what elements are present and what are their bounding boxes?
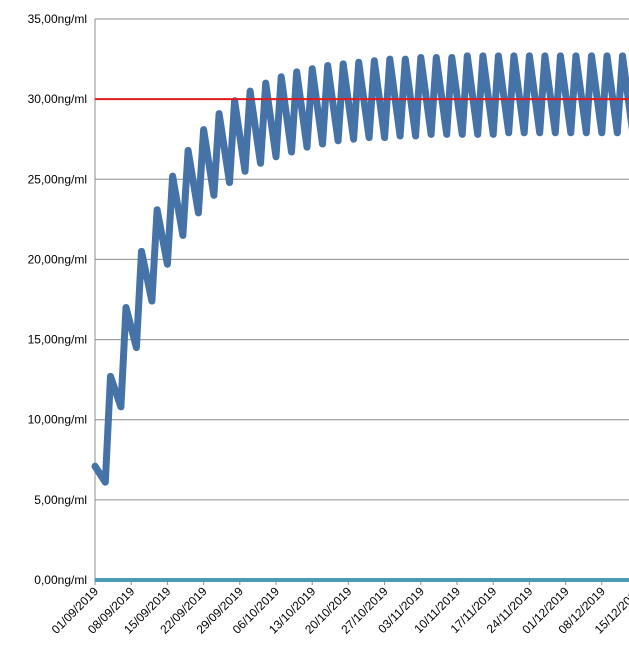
y-tick-label: 30,00ng/ml — [28, 92, 87, 106]
y-tick-label: 0,00ng/ml — [34, 573, 87, 587]
x-axis-tick-labels: 01/09/201908/09/201915/09/201922/09/2019… — [49, 584, 629, 637]
series-line — [91, 52, 629, 486]
y-tick-label: 15,00ng/ml — [28, 333, 87, 347]
y-tick-label: 5,00ng/ml — [34, 493, 87, 507]
y-tick-label: 35,00ng/ml — [28, 12, 87, 26]
series-layer — [91, 52, 629, 486]
y-tick-label: 20,00ng/ml — [28, 252, 87, 266]
axes — [94, 19, 629, 585]
y-tick-label: 25,00ng/ml — [28, 172, 87, 186]
y-tick-label: 10,00ng/ml — [28, 413, 87, 427]
y-axis-tick-labels: 0,00ng/ml 5,00ng/ml 10,00ng/ml 15,00ng/ml 20… — [28, 12, 87, 587]
